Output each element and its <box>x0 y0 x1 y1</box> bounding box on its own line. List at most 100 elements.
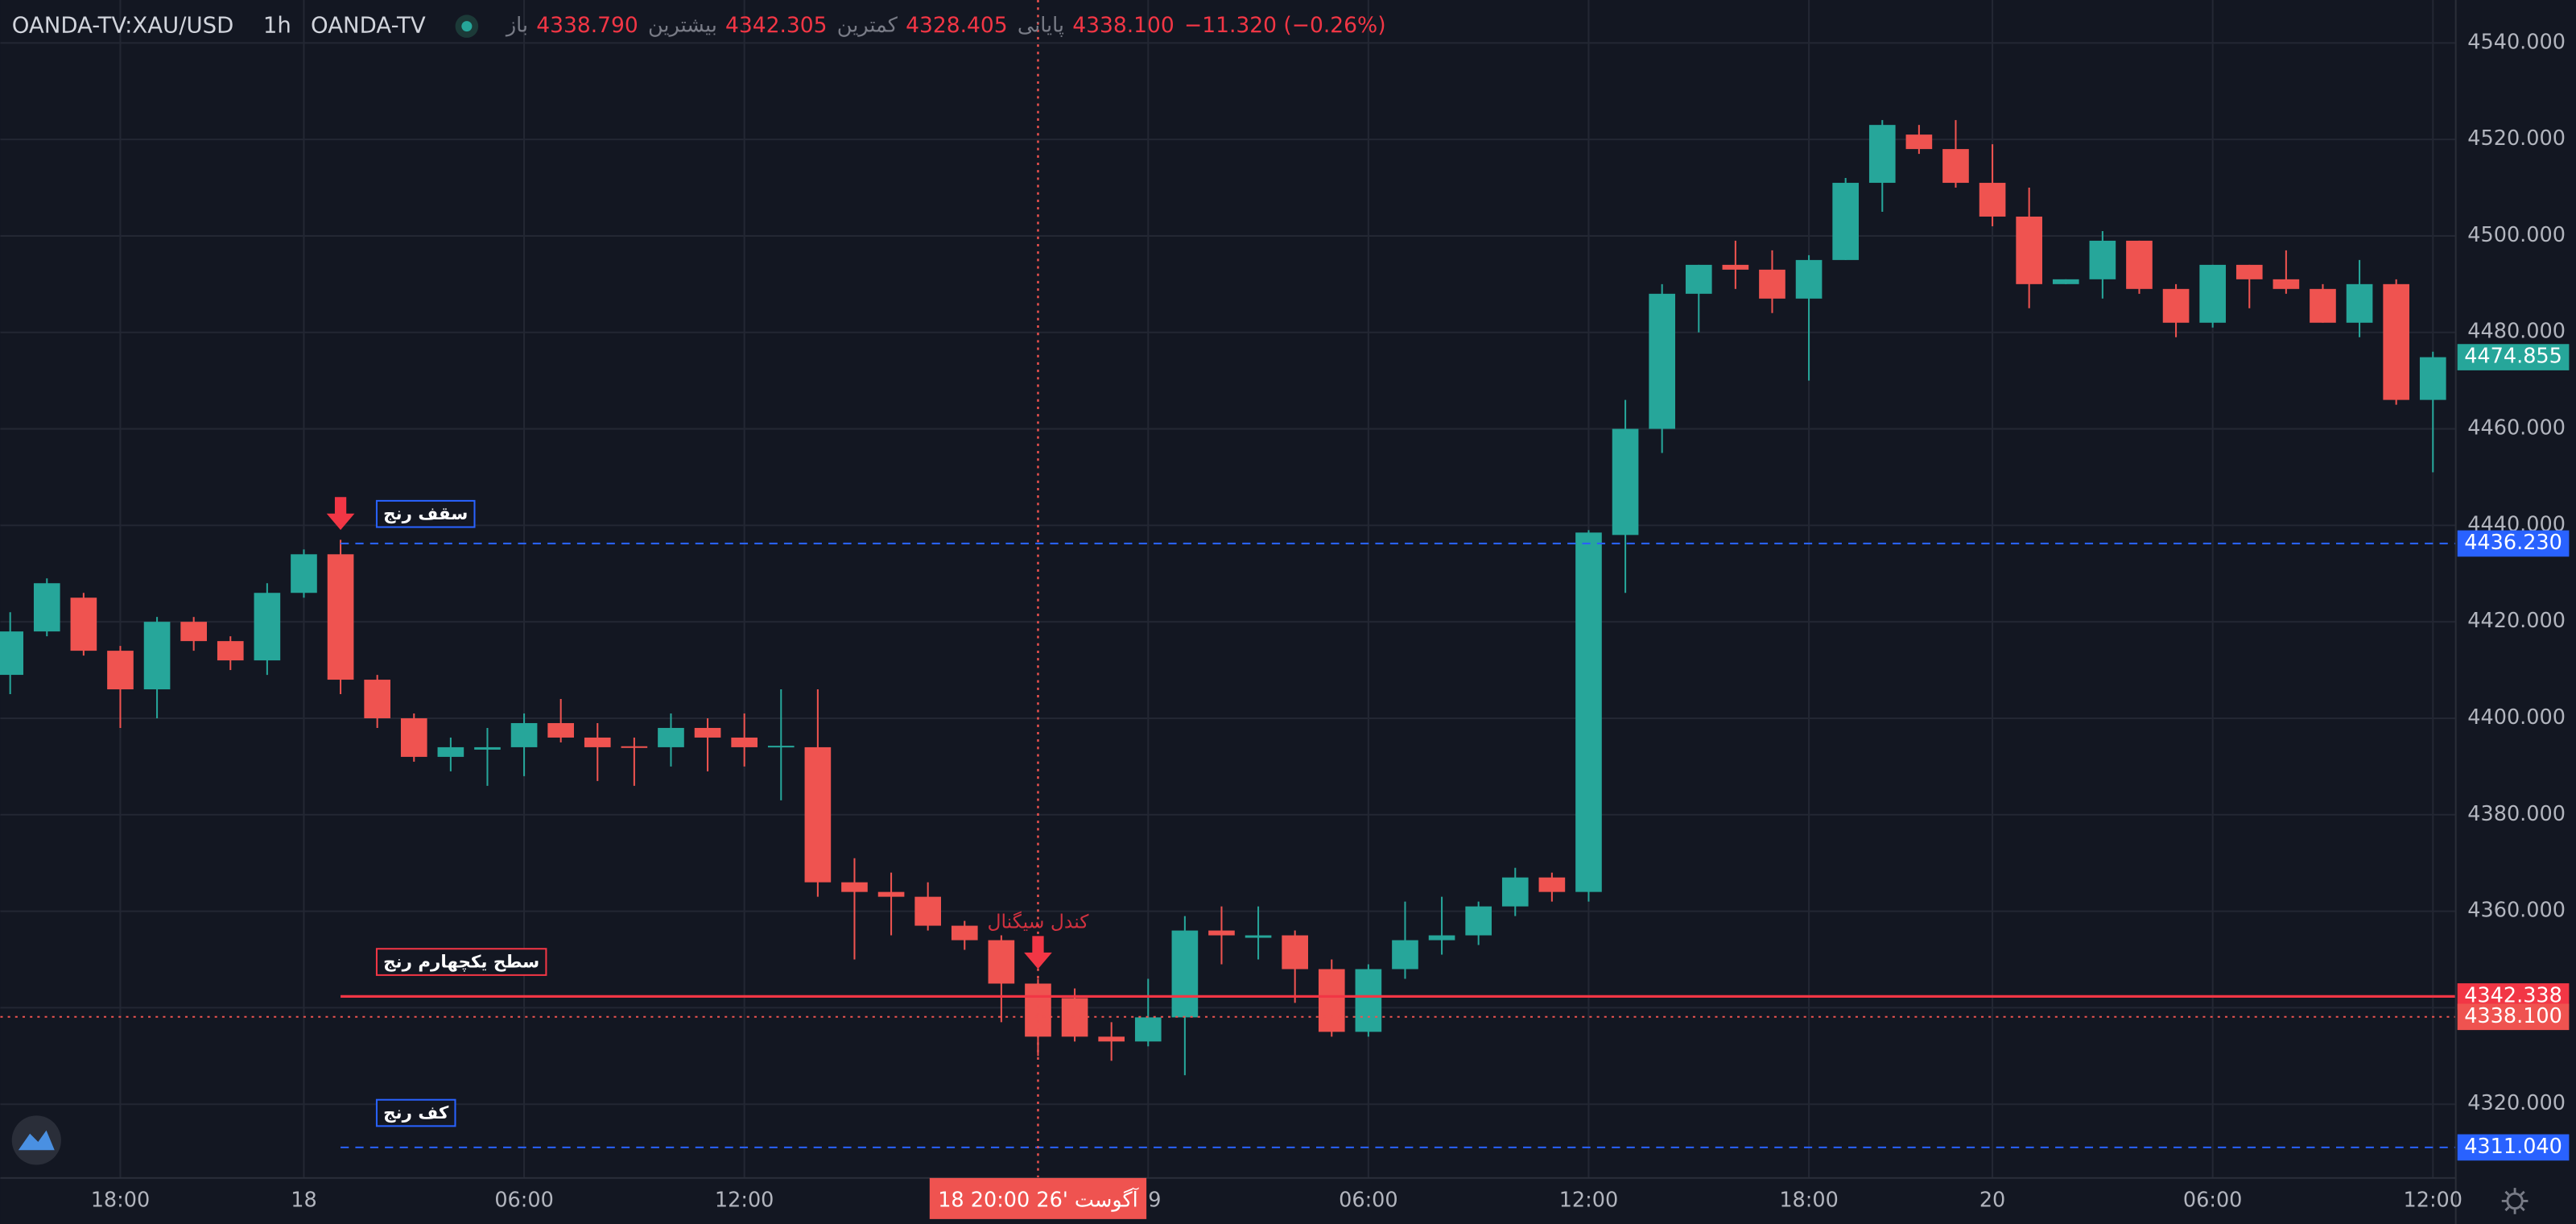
gear-teeth <box>2501 1188 2529 1214</box>
candle-body <box>841 882 868 892</box>
candle-body <box>1355 969 1382 1032</box>
x-tick-label: 06:00 <box>494 1188 554 1212</box>
candle-body <box>1649 293 1675 429</box>
x-tick-label: 12:00 <box>2404 1188 2463 1212</box>
candle-body <box>2016 216 2042 284</box>
y-tick-label: 4380.000 <box>2467 802 2566 826</box>
candle-body <box>1538 877 1566 892</box>
candle-body <box>1795 259 1823 299</box>
ohlc-label: بیشترین <box>648 14 717 38</box>
ohlc-value: 4342.305 <box>725 13 828 38</box>
price-badge <box>2457 1003 2570 1031</box>
candle-body <box>2162 288 2190 323</box>
candle-body <box>1208 930 1235 936</box>
x-tick-label: 06:00 <box>1339 1188 1397 1212</box>
settings-icon[interactable] <box>2501 1188 2529 1214</box>
ohlc-value: 4328.405 <box>906 13 1008 38</box>
candle-body <box>1501 877 1529 907</box>
y-tick-label: 4360.000 <box>2467 899 2566 923</box>
candle-body <box>584 737 611 747</box>
level-label: کف رنج <box>383 1103 449 1123</box>
candle-body <box>291 554 317 593</box>
price-badge <box>2457 530 2570 557</box>
x-tick-label: 18 <box>291 1188 316 1212</box>
x-tick-label: 18:00 <box>1779 1188 1839 1212</box>
ohlc-value: 4338.100 <box>1072 13 1174 38</box>
source: OANDA-TV <box>311 13 426 39</box>
signal-label: کندل سیگنال <box>987 911 1089 933</box>
logo-icon <box>18 1130 55 1151</box>
candle-body <box>364 680 390 718</box>
x-tick-label: 20 <box>1979 1188 2005 1212</box>
candle-body <box>694 727 721 738</box>
level-label-box <box>375 1098 456 1127</box>
interval: 1h <box>263 13 291 39</box>
candle-body <box>2273 279 2300 289</box>
candle-body <box>70 598 97 651</box>
candle-body <box>1098 1036 1125 1042</box>
candle-body <box>1171 930 1199 1018</box>
candle-body <box>1282 935 1308 970</box>
candle-body <box>2089 240 2116 279</box>
candle-body <box>1868 125 1896 184</box>
price-badge-label: 4342.338 <box>2464 983 2562 1007</box>
candle-body <box>767 746 795 748</box>
candle-body <box>33 583 60 632</box>
candle-body <box>143 622 171 690</box>
price-badge-label: 4338.100 <box>2464 1004 2562 1028</box>
candle-body <box>1979 183 2006 217</box>
candle-body <box>2383 283 2409 400</box>
crosshair-time-label: 18 آگوست '26 20:00 <box>938 1187 1139 1212</box>
candle-body <box>1465 906 1492 936</box>
ohlc-value: 4338.790 <box>536 13 638 38</box>
candle-body <box>2199 264 2226 323</box>
candle-body <box>2310 288 2336 323</box>
level-label-box <box>375 948 547 976</box>
candle-body <box>217 641 244 661</box>
y-tick-label: 4320.000 <box>2467 1091 2566 1115</box>
y-tick-label: 4540.000 <box>2467 30 2566 54</box>
price-badge-label: 4436.230 <box>2464 531 2562 555</box>
candle-body <box>1905 134 1933 150</box>
candle-body <box>1612 428 1639 536</box>
candle-body <box>1685 264 1712 294</box>
candle-body <box>2235 264 2263 279</box>
candle-body <box>2419 357 2446 400</box>
ohlc-label: کمترین <box>837 14 898 38</box>
price-badge <box>2457 344 2570 370</box>
x-tick-label: 12:00 <box>1559 1188 1619 1212</box>
x-tick-label: 06:00 <box>2183 1188 2243 1212</box>
y-tick-label: 4520.000 <box>2467 126 2566 151</box>
candle-body <box>180 622 207 642</box>
candle-body <box>510 722 538 747</box>
candle-body <box>1575 532 1602 892</box>
x-tick-label: 12:00 <box>715 1188 774 1212</box>
candle-body <box>2126 240 2153 289</box>
logo[interactable] <box>11 1115 61 1165</box>
signal-arrow <box>1024 936 1052 970</box>
candle-body <box>658 727 684 747</box>
candle-body <box>400 717 427 757</box>
price-badge <box>2457 1134 2570 1161</box>
candle-body <box>877 891 905 897</box>
y-tick-label: 4420.000 <box>2467 609 2566 633</box>
candle-body <box>327 554 354 680</box>
candle-body <box>0 631 23 676</box>
candle-body <box>1245 935 1272 938</box>
price-badge-label: 4474.855 <box>2464 345 2562 369</box>
candle-body <box>437 746 464 757</box>
ohlc-label: باز <box>505 14 528 38</box>
candle-body <box>547 722 574 738</box>
candle-body <box>988 940 1015 984</box>
market-status-dot <box>461 21 473 32</box>
candle-body <box>2346 283 2373 323</box>
candle-body <box>254 593 281 661</box>
candle-body <box>1428 935 1455 941</box>
level-label: سطح یکچهارم رنج <box>383 953 539 973</box>
gear-ring <box>2506 1192 2524 1210</box>
candle-body <box>1832 183 1859 260</box>
level-label: سقف رنج <box>383 504 468 524</box>
y-tick-label: 4500.000 <box>2467 223 2566 247</box>
